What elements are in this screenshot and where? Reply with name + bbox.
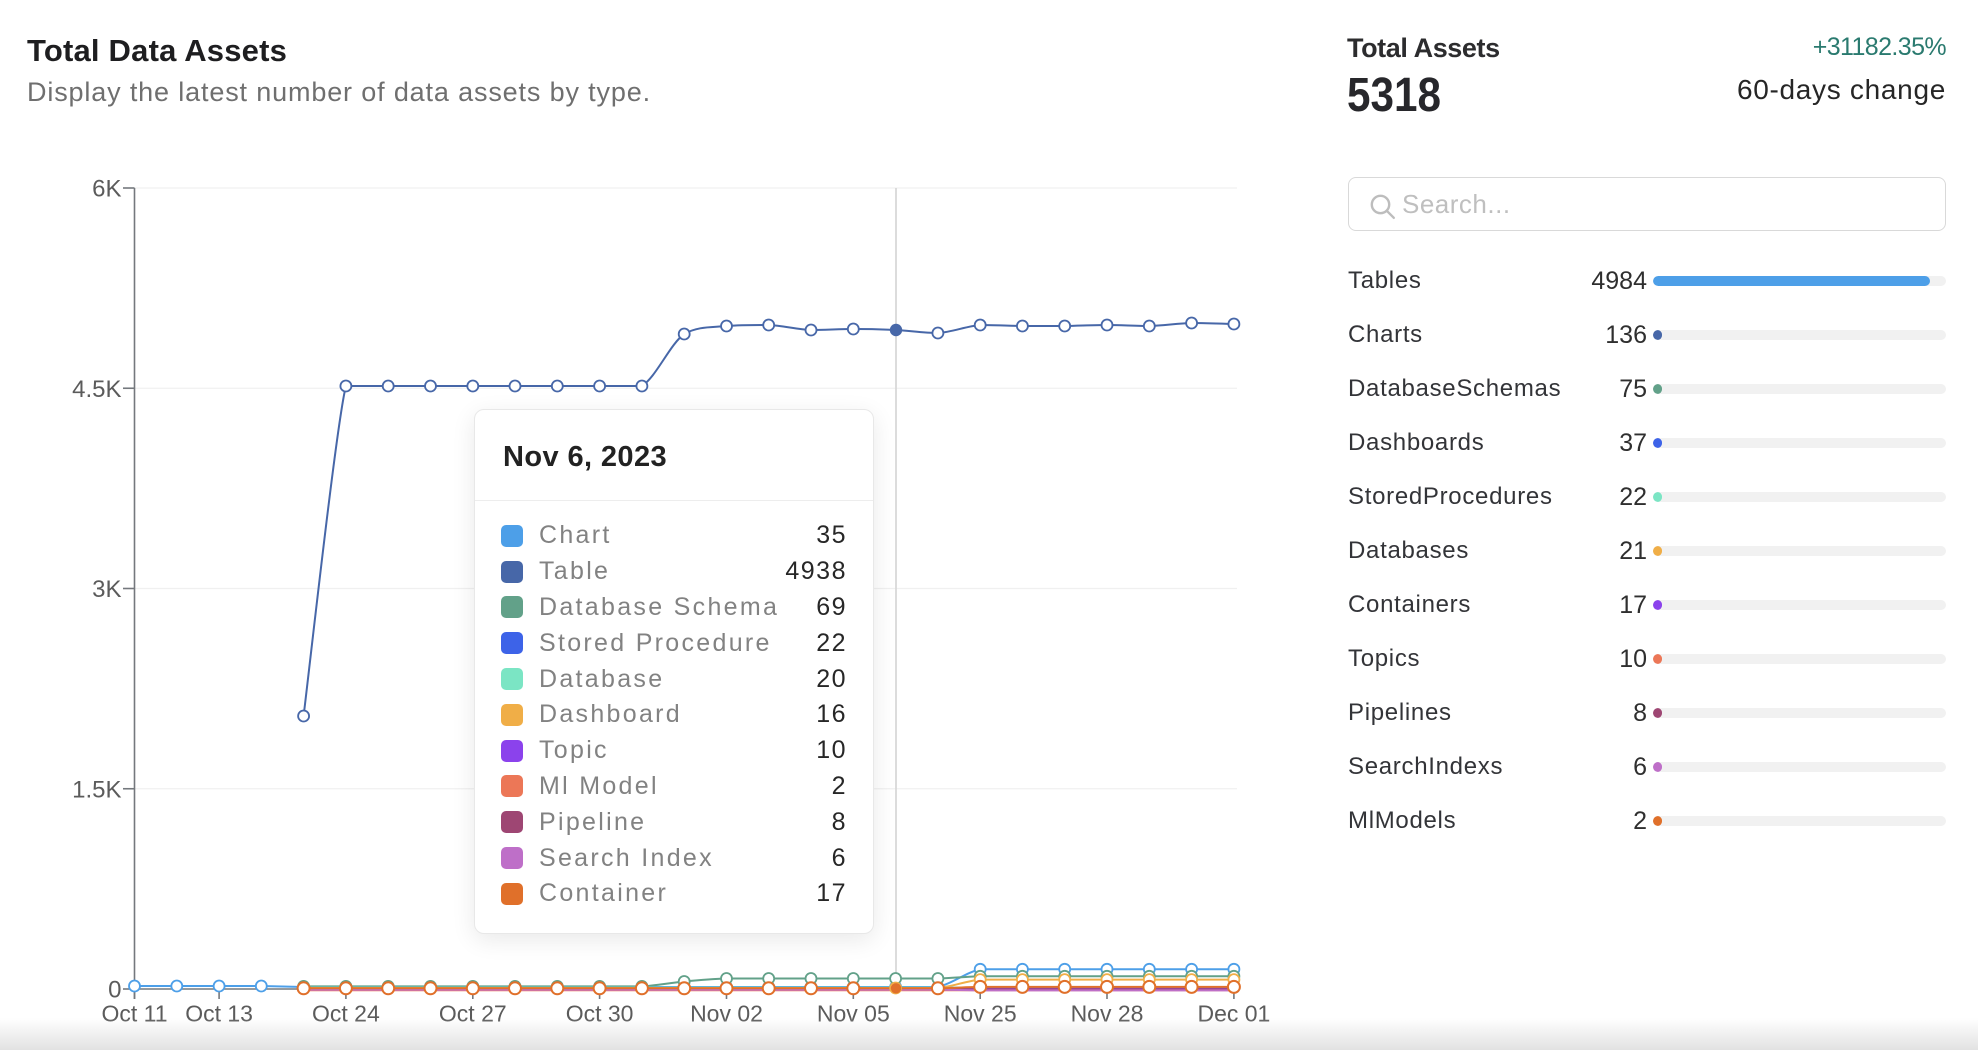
svg-text:3K: 3K (92, 576, 121, 603)
svg-text:0: 0 (108, 977, 121, 1004)
svg-text:6K: 6K (92, 176, 121, 203)
svg-text:4.5K: 4.5K (72, 376, 121, 403)
svg-text:1.5K: 1.5K (72, 776, 121, 803)
